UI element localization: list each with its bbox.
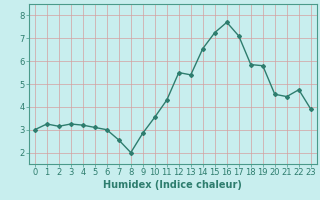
X-axis label: Humidex (Indice chaleur): Humidex (Indice chaleur) bbox=[103, 180, 242, 190]
